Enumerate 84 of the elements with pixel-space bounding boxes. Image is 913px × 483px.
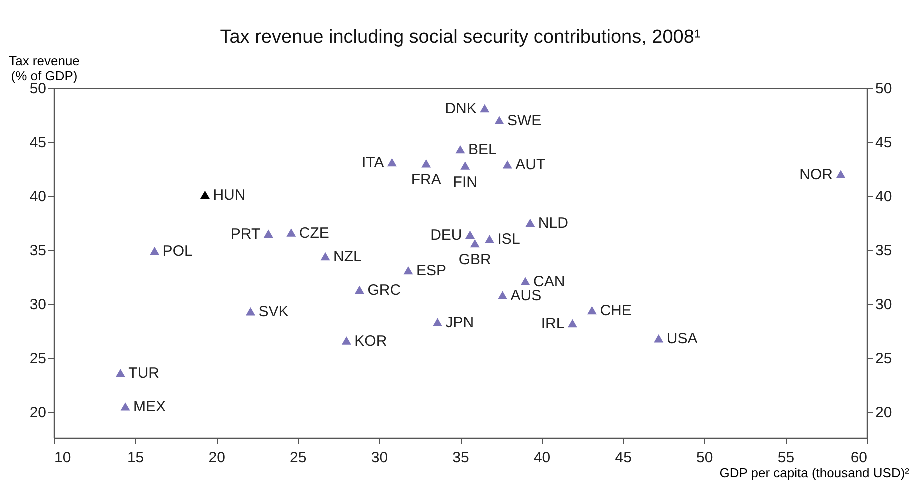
y2-tick-label: 50	[876, 80, 892, 98]
y-tick-label: 30	[30, 296, 46, 314]
annotation: NOR	[800, 166, 834, 184]
x-tick-label: 50	[696, 450, 714, 466]
annotation: KOR	[354, 332, 388, 350]
annotation: PRT	[230, 226, 261, 243]
annotation: GRC	[368, 282, 402, 300]
y-axis-title: Tax revenue (% of GDP)	[9, 54, 80, 84]
point	[116, 369, 126, 378]
point	[422, 160, 432, 168]
annotation: FIN	[453, 174, 478, 191]
point	[836, 170, 846, 179]
point	[342, 336, 352, 345]
y2-tick-label: 30	[876, 296, 892, 314]
annotation: ISL	[498, 231, 520, 248]
annotation: DEU	[430, 226, 462, 244]
point	[494, 116, 504, 125]
point	[286, 228, 296, 237]
annotation: MEX	[134, 398, 166, 416]
annotation: ESP	[416, 262, 446, 280]
x-tick-label: 60	[850, 450, 868, 466]
annotation: SVK	[258, 304, 289, 321]
annotation: CHE	[600, 302, 632, 320]
point	[404, 266, 414, 275]
point	[526, 218, 536, 228]
annotation: JPN	[446, 314, 474, 332]
x-tick-label: 20	[208, 450, 226, 466]
x-tick-label: 45	[615, 450, 632, 466]
annotation: BEL	[468, 142, 497, 159]
annotation: CZE	[299, 224, 330, 242]
annotation: HUN	[213, 186, 246, 204]
annotation: AUT	[516, 156, 546, 174]
y-tick-label: 50	[30, 80, 46, 98]
annotation: USA	[666, 330, 698, 348]
annotation: SWE	[508, 112, 542, 130]
y2-tick-label: 40	[876, 188, 892, 206]
point	[498, 291, 508, 300]
point	[485, 235, 495, 244]
point	[120, 402, 130, 411]
point	[460, 162, 470, 170]
annotation: FRA	[411, 172, 442, 189]
point	[200, 190, 210, 200]
point	[568, 319, 578, 328]
point	[520, 277, 530, 286]
y-tick-label: 35	[30, 242, 46, 260]
point	[456, 145, 466, 154]
point	[466, 230, 475, 240]
annotation: POL	[162, 243, 193, 260]
point	[480, 104, 490, 113]
annotation: DNK	[445, 100, 477, 118]
point	[387, 158, 397, 167]
y2-tick-label: 35	[876, 242, 892, 260]
point	[587, 306, 597, 315]
point	[502, 160, 512, 169]
x-axis-title: GDP per capita (thousand USD)²	[720, 466, 910, 480]
annotation: NZL	[334, 248, 362, 266]
y2-tick-label: 45	[876, 134, 892, 152]
annotation: NLD	[538, 215, 569, 232]
point	[150, 247, 160, 256]
x-tick-label: 15	[127, 450, 144, 466]
point	[354, 286, 364, 294]
y-tick-label: 20	[30, 404, 46, 422]
point	[264, 230, 274, 238]
x-tick-label: 55	[778, 450, 795, 466]
annotation: TUR	[128, 365, 160, 382]
annotation: IRL	[541, 315, 565, 332]
chart-title: Tax revenue including social security contributions, 2008¹	[220, 27, 701, 48]
y-tick-label: 40	[30, 188, 46, 206]
point	[432, 318, 442, 327]
point	[654, 334, 664, 343]
y-tick-label: 45	[30, 134, 46, 152]
x-tick-label: 10	[54, 450, 72, 466]
x-tick-label: 30	[371, 450, 388, 466]
y-tick-label: 25	[30, 350, 46, 368]
point	[246, 308, 256, 316]
y2-tick-label: 20	[876, 404, 892, 422]
x-tick-label: 35	[452, 450, 470, 466]
point	[470, 239, 480, 248]
y2-tick-label: 25	[876, 350, 892, 368]
annotation: GBR	[458, 252, 492, 269]
x-tick-label: 40	[534, 450, 551, 466]
x-tick-label: 25	[290, 450, 307, 466]
point	[320, 252, 330, 261]
annotation: ITA	[362, 154, 384, 172]
